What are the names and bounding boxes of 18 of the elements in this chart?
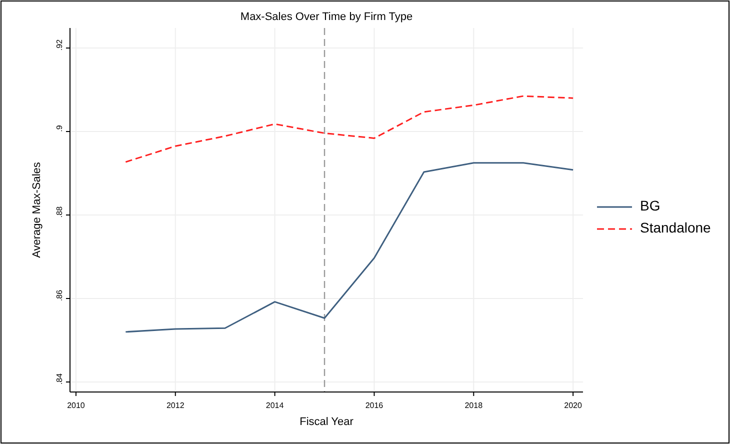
x-tick-label: 2012 [166,401,185,410]
legend-label: Standalone [640,220,712,236]
x-axis-title: Fiscal Year [300,416,354,428]
chart-title: Max-Sales Over Time by Firm Type [240,11,413,23]
y-tick-label: .92 [55,38,64,51]
x-tick-label: 2016 [365,401,384,410]
x-tick-label: 2020 [564,401,583,410]
line-series [124,95,574,163]
line-series [124,162,574,333]
y-tick-label: .86 [55,289,64,302]
y-tick-label: .9 [55,124,64,132]
y-tick-label: .84 [55,372,64,385]
x-tick-label: 2014 [266,401,284,410]
x-tick-label: 2018 [464,401,484,410]
y-axis-title: Average Max-Sales [31,162,43,258]
x-tick-label: 2010 [67,401,86,410]
legend-label: BG [640,198,660,214]
y-tick-label: .88 [55,206,64,218]
